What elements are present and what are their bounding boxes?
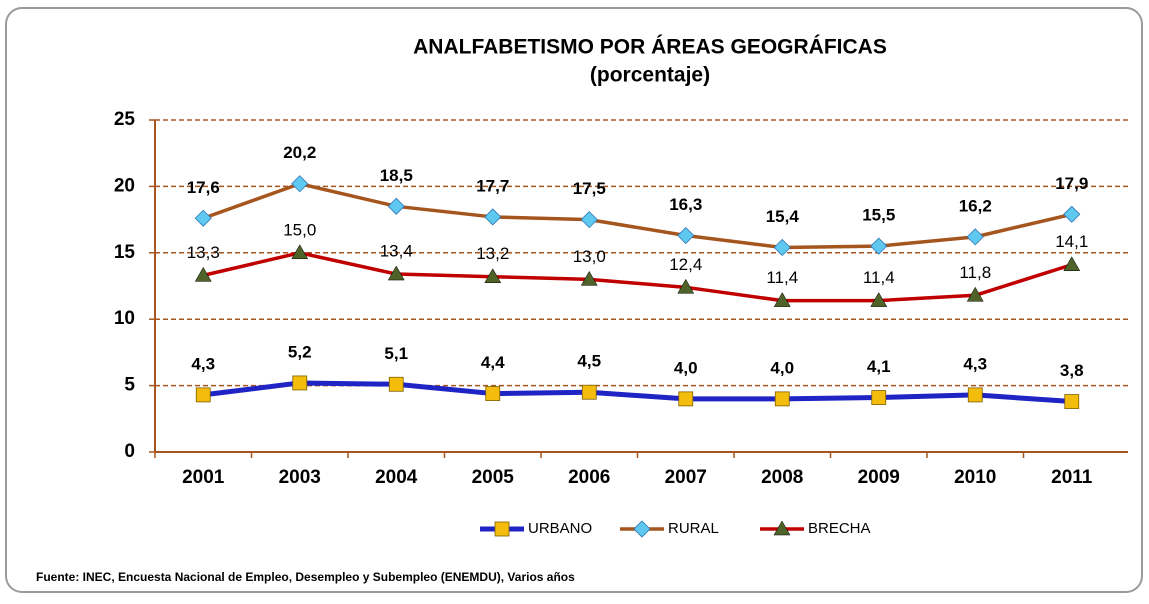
data-point: [1064, 394, 1080, 409]
data-label: 3,8: [1060, 361, 1084, 380]
data-label: 17,6: [187, 178, 220, 197]
data-point: [581, 384, 597, 400]
data-label: 14,1: [1055, 232, 1088, 251]
chart-title: ANALFABETISMO POR ÁREAS GEOGRÁFICAS: [413, 36, 887, 59]
data-label: 15,0: [283, 220, 316, 239]
data-point: [194, 266, 212, 282]
data-label: 12,4: [669, 255, 702, 274]
data-point: [870, 237, 888, 255]
x-tick-label: 2006: [568, 467, 610, 488]
data-label: 5,1: [384, 344, 408, 363]
x-tick-label: 2003: [279, 467, 321, 488]
data-label: 4,3: [963, 354, 987, 373]
data-label: 17,7: [476, 176, 509, 195]
x-tick-label: 2011: [1051, 467, 1093, 488]
x-tick-label: 2004: [375, 467, 418, 488]
data-point: [387, 197, 405, 215]
x-tick-label: 2001: [182, 467, 225, 488]
data-point: [387, 265, 405, 281]
data-label: 13,3: [187, 243, 220, 262]
x-tick-label: 2009: [858, 467, 900, 488]
chart-subtitle: (porcentaje): [590, 64, 710, 87]
data-label: 16,3: [669, 195, 702, 214]
data-point: [580, 211, 598, 229]
data-point: [292, 375, 308, 391]
chart-frame: [5, 7, 1143, 593]
data-label: 11,8: [959, 263, 991, 282]
data-label: 13,4: [380, 242, 413, 261]
series-line: [202, 251, 1073, 303]
y-tick-label: 10: [114, 308, 135, 329]
data-point: [195, 387, 211, 403]
legend-marker: [773, 520, 791, 536]
data-point: [677, 278, 695, 294]
data-point: [774, 391, 790, 407]
y-tick-label: 0: [124, 441, 135, 462]
data-label: 4,1: [867, 357, 891, 376]
data-point: [677, 226, 695, 245]
data-label: 4,5: [577, 352, 601, 371]
data-point: [388, 376, 404, 392]
data-label: 17,9: [1055, 174, 1088, 193]
legend-label: URBANO: [528, 520, 592, 537]
data-point: [194, 209, 212, 227]
data-point: [484, 268, 502, 283]
x-tick-label: 2005: [472, 467, 515, 488]
data-point: [678, 391, 694, 407]
data-label: 15,4: [766, 207, 800, 226]
data-label: 15,5: [862, 206, 895, 225]
data-label: 4,3: [191, 354, 215, 373]
data-label: 4,4: [481, 353, 505, 372]
data-point: [870, 292, 888, 307]
data-label: 4,0: [674, 358, 698, 377]
data-label: 11,4: [863, 268, 895, 287]
data-label: 11,4: [766, 268, 798, 287]
data-label: 16,2: [959, 196, 992, 215]
data-point: [291, 175, 309, 193]
data-label: 5,2: [288, 342, 312, 361]
data-label: 17,5: [573, 179, 606, 198]
series-line: [202, 181, 1073, 250]
x-tick-label: 2008: [761, 467, 803, 488]
y-tick-label: 20: [114, 175, 135, 196]
data-point: [871, 390, 887, 405]
data-point: [1063, 256, 1081, 272]
legend-label: BRECHA: [808, 520, 871, 537]
data-point: [484, 208, 502, 226]
legend-marker: [633, 520, 651, 538]
y-tick-label: 15: [114, 242, 136, 263]
data-label: 20,2: [283, 143, 316, 162]
y-tick-label: 5: [124, 375, 135, 396]
x-tick-label: 2007: [665, 467, 707, 488]
legend-label: RURAL: [668, 520, 719, 537]
x-tick-label: 2010: [954, 467, 996, 488]
data-label: 13,2: [476, 244, 509, 263]
source-note: Fuente: INEC, Encuesta Nacional de Emple…: [36, 570, 575, 584]
data-point: [580, 270, 598, 286]
data-label: 13,0: [573, 247, 606, 266]
data-point: [773, 238, 791, 257]
data-point: [1063, 205, 1081, 223]
data-label: 18,5: [380, 166, 413, 185]
series-line: [202, 380, 1072, 405]
data-point: [291, 244, 309, 260]
data-point: [966, 286, 984, 302]
data-point: [967, 387, 983, 403]
data-point: [966, 228, 984, 246]
legend-marker: [494, 521, 510, 537]
data-label: 4,0: [770, 358, 794, 377]
data-point: [485, 386, 501, 401]
data-point: [773, 292, 791, 307]
y-tick-label: 25: [114, 109, 136, 130]
